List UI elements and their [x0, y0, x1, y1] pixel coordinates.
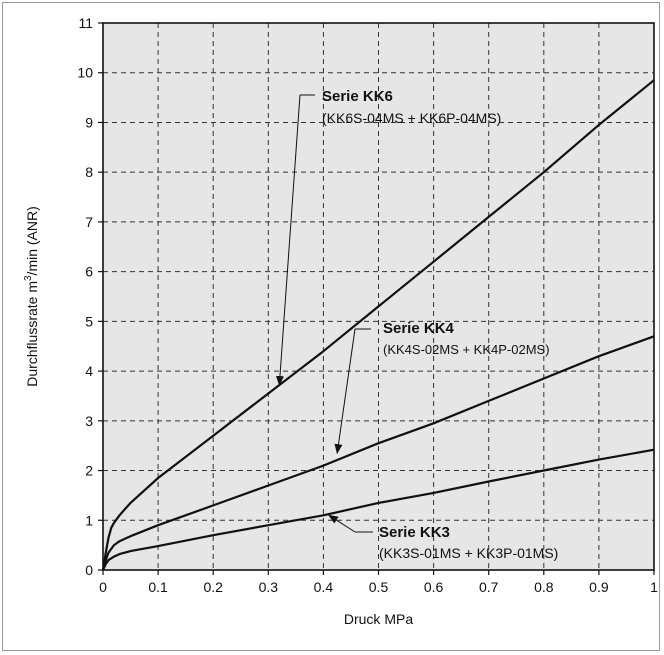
x-tick-label: 0.6	[424, 579, 444, 595]
x-tick-label: 0.2	[203, 579, 223, 595]
y-tick-label: 4	[85, 363, 93, 379]
annotation-arrow	[328, 514, 356, 533]
y-tick-label: 0	[85, 562, 93, 578]
y-axis-label-sup: 3	[23, 275, 34, 281]
y-tick-label: 2	[85, 463, 93, 479]
y-tick-label: 3	[85, 413, 93, 429]
y-tick-label: 8	[85, 164, 93, 180]
x-axis-label: Druck MPa	[344, 611, 413, 627]
x-tick-label: 0.1	[148, 579, 168, 595]
series-label: Serie KK3	[379, 524, 450, 541]
series-line-serie-kk6	[101, 79, 655, 571]
series-line-serie-kk4	[101, 335, 655, 571]
y-tick-label: 7	[85, 214, 93, 230]
y-tick-label: 5	[85, 313, 93, 329]
y-axis-label-tail: /min (ANR)	[24, 206, 40, 275]
plot-border	[102, 22, 655, 571]
y-axis-label: Durchflussrate m3/min (ANR)	[23, 206, 40, 387]
series-label: Serie KK4	[383, 320, 455, 337]
series-label: Serie KK6	[322, 88, 393, 105]
annotation-arrow	[275, 94, 301, 387]
y-tick-label: 11	[78, 15, 93, 31]
x-tick-label: 0.7	[479, 579, 499, 595]
annotation-arrow	[334, 328, 356, 455]
y-tick-label: 6	[85, 264, 93, 280]
y-tick-label: 10	[77, 65, 93, 81]
x-tick-label: 0.8	[534, 579, 554, 595]
axis-ticks: 0 0.1 0.2 0.3 0.4 0.5 0.6 0.7 0.8 0.9 101234567891…	[77, 15, 658, 595]
grid	[103, 23, 654, 570]
y-axis-label-main: Durchflussrate m	[24, 281, 40, 387]
x-tick-label: 0.3	[259, 579, 279, 595]
y-tick-label: 1	[85, 512, 93, 528]
annotations: Serie KK6 (KK6S-04MS + KK6P-04MS) Serie KK…	[275, 88, 558, 561]
series-detail-label: (KK6S-04MS + KK6P-04MS)	[322, 110, 501, 126]
series-lines	[101, 79, 655, 571]
x-tick-label: 0.5	[369, 579, 389, 595]
series-line-serie-kk3	[102, 448, 655, 571]
x-tick-label: 0	[99, 579, 107, 595]
series-detail-label: (KK4S-02MS + KK4P-02MS)	[383, 342, 550, 357]
y-tick-label: 9	[85, 114, 93, 130]
x-tick-label: 0.4	[314, 579, 334, 595]
series-detail-label: (KK3S-01MS + KK3P-01MS)	[379, 545, 558, 561]
x-tick-label: 0.9	[589, 579, 609, 595]
x-tick-label: 1	[650, 579, 658, 595]
flow-rate-chart: 0 0.1 0.2 0.3 0.4 0.5 0.6 0.7 0.8 0.9 101234567891…	[23, 15, 658, 627]
